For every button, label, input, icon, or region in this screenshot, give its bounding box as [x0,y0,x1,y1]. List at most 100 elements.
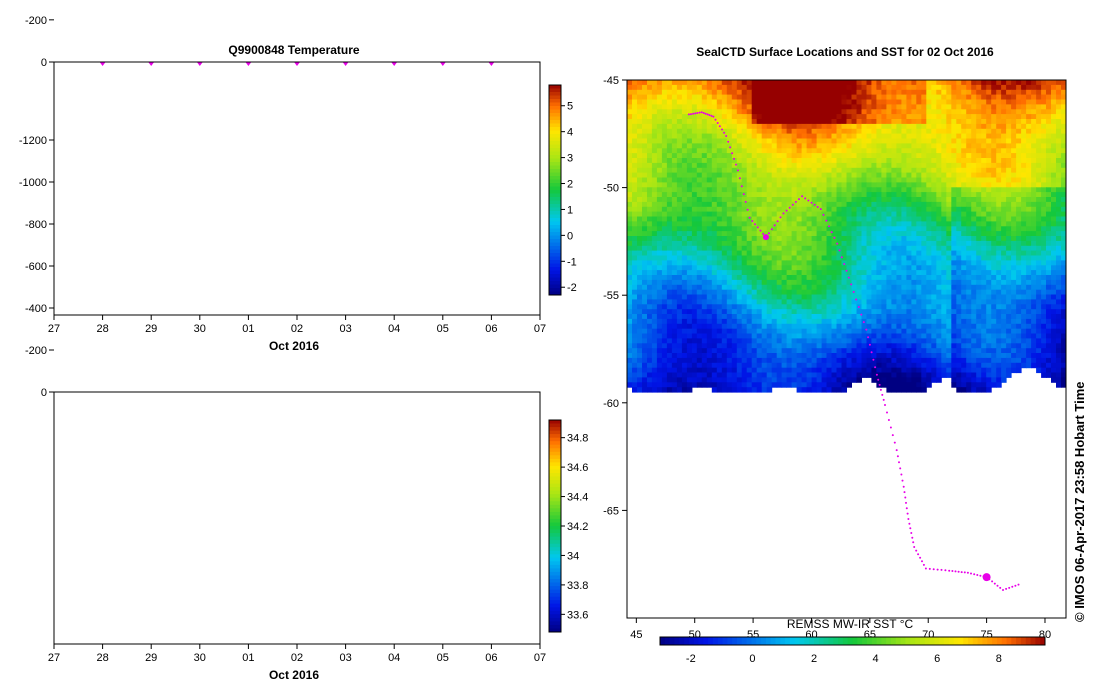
sst-cell [881,177,887,183]
sst-cell [642,304,648,310]
sst-cell [1001,231,1007,237]
sst-cell [971,148,977,154]
sst-cell [1061,187,1067,193]
sst-cell [806,275,813,281]
sst-cell [746,153,753,159]
sst-cell [971,138,977,144]
sst-cell [806,158,813,164]
sst-cell [826,177,832,183]
sst-cell [811,114,818,120]
sst-cell [632,236,638,242]
sst-cell [726,167,733,174]
sst-cell [642,162,648,169]
sst-cell [951,172,957,178]
sst-cell [1021,94,1027,100]
sst-cell [776,240,783,247]
sst-cell [1001,94,1007,100]
sst-cell [881,304,887,310]
sst-cell [632,284,638,291]
sst-cell [736,299,743,305]
sst-cell [926,192,932,198]
sst-cell [801,201,808,208]
sst-cell [966,84,972,91]
sst-cell [781,201,788,208]
sst-cell [776,226,783,232]
sst-cell [736,94,743,100]
sst-cell [916,143,922,149]
sst-cell [996,158,1002,164]
sst-cell [656,162,663,169]
sst-cell [826,84,832,91]
sst-cell [921,138,927,144]
sst-cell [831,84,837,91]
sst-cell [816,284,823,291]
sst-cell [956,119,962,125]
sst-cell [811,80,818,86]
salinity-x-tick-label: 03 [339,652,351,664]
sst-cell [1021,216,1027,222]
salinity-y-ticks: 0-200-400-600-800-1000-1200 [19,135,54,399]
sst-cell [851,84,857,91]
sst-cell [651,94,658,100]
sst-cell [761,182,768,188]
sst-cell [861,289,867,296]
sst-cell [796,94,803,100]
sst-cell [736,206,743,213]
sst-cell [1061,236,1067,242]
sst-cell [706,80,713,86]
sst-cell [681,114,688,120]
sst-cell [706,294,713,300]
sst-cell [776,153,783,159]
sst-cell [1041,192,1047,198]
sst-cell [986,158,992,164]
sst-cell [1061,284,1067,291]
sst-cell [866,167,872,174]
sst-cell [951,275,957,281]
sst-cell [1001,84,1007,91]
sst-cell [906,279,912,286]
sst-cell [627,294,633,300]
sst-cell [966,99,972,105]
sst-cell [906,206,912,213]
sst-cell [806,294,813,300]
salinity-colorbar-step [549,607,561,612]
sst-cell [981,187,987,193]
sst-cell [841,216,847,222]
sst-cell [726,260,733,266]
sst-cell [846,216,852,222]
sst-cell [642,80,648,86]
sst-cell [941,197,947,203]
sst-cell [637,294,643,300]
salinity-y-tick-label: -200 [25,345,47,357]
sst-cell [706,299,713,305]
sst-cell [651,99,658,105]
sst-cell [911,236,917,242]
sst-cell [931,294,937,300]
sst-cell [661,182,668,188]
sst-cell [961,192,967,198]
sst-cell [721,89,728,96]
sst-cell [821,236,828,242]
sst-cell [671,255,678,261]
sst-cell [746,201,753,208]
sst-cell [961,99,967,105]
sst-cell [736,167,743,174]
sst-cell [696,304,703,310]
sst-cell [1036,201,1042,208]
sst-cell [851,104,857,110]
sst-cell [786,284,793,291]
sst-cell [1036,231,1042,237]
sst-cell [976,187,982,193]
sst-cell [851,109,857,115]
sst-cell [826,128,832,135]
sst-cell [931,162,937,169]
sst-cell [826,167,832,174]
sst-cell [816,128,823,135]
sst-cell [846,153,852,159]
salinity-colorbar-step [549,451,561,456]
sst-cell [1031,260,1037,266]
sst-cell [701,153,708,159]
sst-cell [921,231,927,237]
sst-cell [706,162,713,169]
sst-cell [991,167,997,174]
